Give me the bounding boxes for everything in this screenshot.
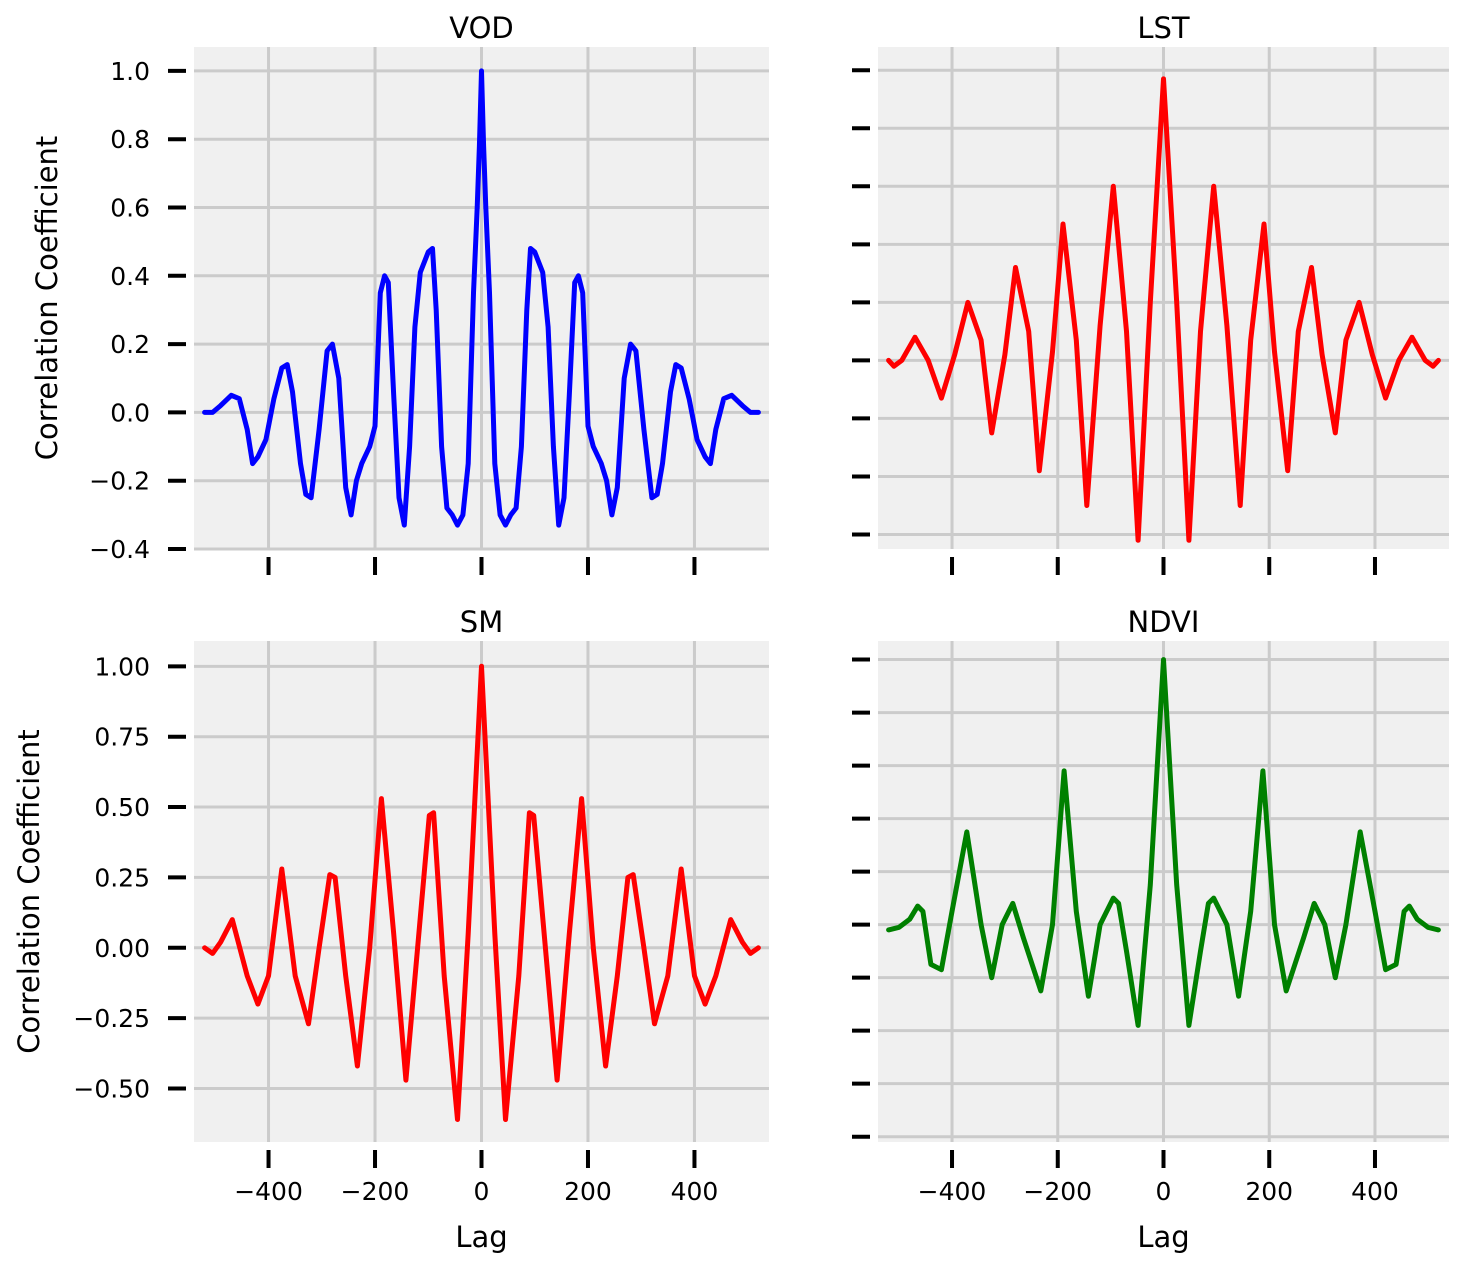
sm-ytick-label-6: 1.00 — [94, 652, 150, 681]
sm-xtick-label-4: 400 — [671, 1177, 719, 1206]
vod-ytick-label-4: 0.4 — [110, 262, 150, 291]
lst-panel: LST — [852, 11, 1449, 575]
ndvi-xtick-label-3: 200 — [1245, 1177, 1293, 1206]
ndvi-panel: −400 −200 0 200 400 NDVI Lag — [852, 605, 1449, 1254]
vod-ylabel: Correlation Coefficient — [30, 136, 64, 461]
vod-ytick-label-5: 0.6 — [110, 194, 150, 223]
sm-ylabel: Correlation Coefficient — [12, 729, 46, 1054]
vod-ytick-label-2: 0.0 — [110, 398, 150, 427]
sm-ytick-label-2: 0.00 — [94, 934, 150, 963]
vod-ytick-label-7: 1.0 — [110, 57, 150, 86]
vod-ytick-label-0: −0.4 — [89, 535, 150, 564]
vod-ytick-label-1: −0.2 — [89, 467, 150, 496]
vod-series-line-0 — [202, 68, 761, 528]
ndvi-xtick-label-2: 0 — [1156, 1177, 1172, 1206]
sm-title: SM — [460, 605, 503, 639]
sm-series-line-0 — [202, 663, 761, 1122]
sm-xtick-label-3: 200 — [564, 1177, 612, 1206]
sm-ytick-label-3: 0.25 — [94, 863, 150, 892]
ndvi-xtick-label-4: 400 — [1351, 1177, 1399, 1206]
ndvi-series-line-0 — [886, 657, 1441, 1028]
ndvi-xtick-label-0: −400 — [918, 1177, 987, 1206]
sm-ytick-label-1: −0.25 — [73, 1004, 150, 1033]
sm-ytick-label-4: 0.50 — [94, 793, 150, 822]
sm-xtick-label-1: −200 — [341, 1177, 410, 1206]
vod-title: VOD — [449, 11, 514, 45]
sm-panel: −400 −200 0 200 400 −0.50 −0.25 0.00 0.25 0.50 0.7… — [12, 605, 769, 1254]
ndvi-xlabel: Lag — [1137, 1220, 1189, 1254]
vod-panel: −0.4 −0.2 0.0 0.2 0.4 0.6 0.8 1.0 VOD Correlation… — [30, 11, 769, 575]
lst-series-line-0 — [886, 76, 1441, 543]
sm-xtick-label-2: 0 — [474, 1177, 490, 1206]
vod-ytick-label-3: 0.2 — [110, 330, 150, 359]
vod-ytick-label-6: 0.8 — [110, 125, 150, 154]
sm-ytick-label-5: 0.75 — [94, 723, 150, 752]
ndvi-title: NDVI — [1128, 605, 1200, 639]
sm-ytick-label-0: −0.50 — [73, 1075, 150, 1104]
ndvi-xtick-label-1: −200 — [1023, 1177, 1092, 1206]
sm-xlabel: Lag — [455, 1220, 507, 1254]
lst-title: LST — [1137, 11, 1190, 45]
sm-xtick-label-0: −400 — [234, 1177, 303, 1206]
